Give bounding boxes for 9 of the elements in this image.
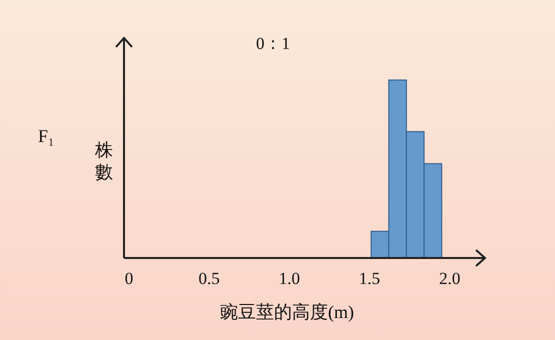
text: F₁	[38, 126, 54, 146]
x-tick-label: 1.5	[358, 269, 380, 288]
x-tick-label: 1.0	[278, 269, 300, 288]
y-axis-title: 株數	[94, 140, 113, 182]
x-tick-label: 0	[124, 269, 134, 288]
x-axis-title: 豌豆莖的高度(m)	[220, 302, 354, 322]
chart-title: 0：1	[256, 34, 290, 53]
x-tick-label: 0.5	[198, 269, 220, 288]
x-tick-label: 2.0	[439, 269, 460, 288]
